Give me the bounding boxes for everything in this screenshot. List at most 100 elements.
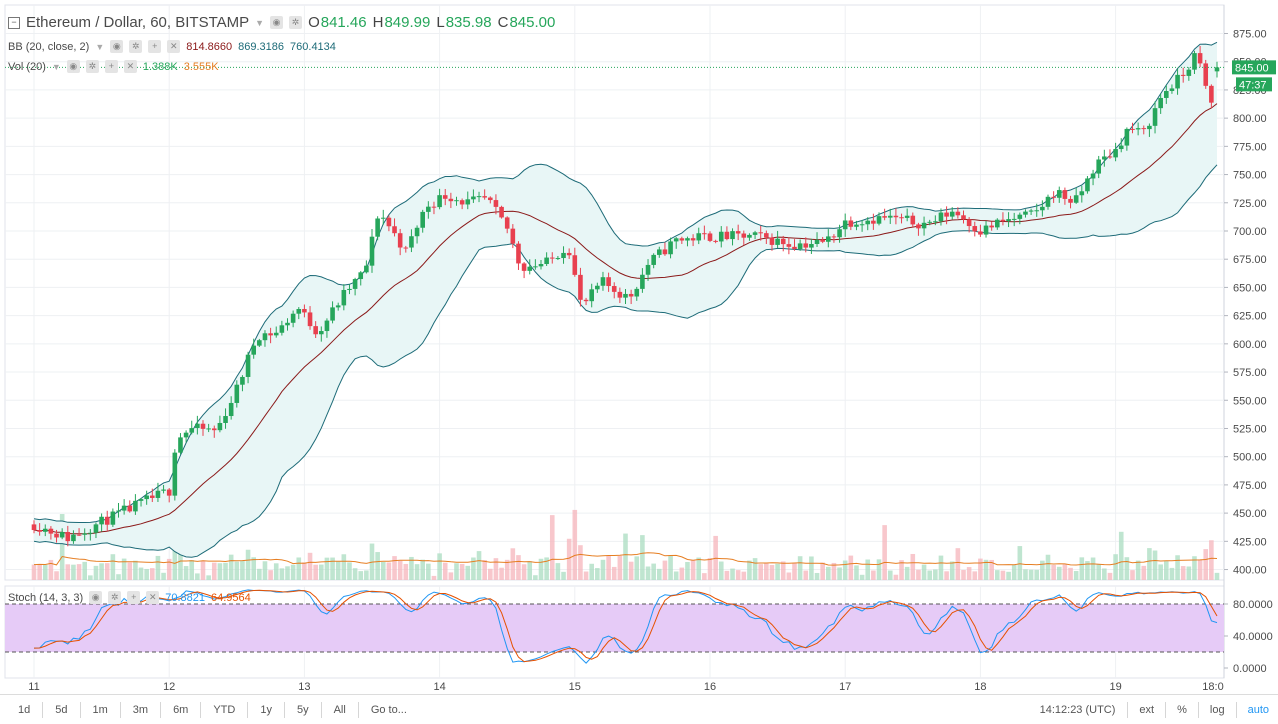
vol-label[interactable]: Vol (20) (8, 60, 46, 73)
percent-button[interactable]: % (1177, 703, 1187, 716)
auto-button[interactable]: auto (1247, 703, 1269, 716)
candle-body (104, 516, 110, 525)
eye-icon[interactable]: ◉ (89, 591, 103, 604)
candle-body (178, 437, 183, 453)
volume-bar (1056, 566, 1062, 580)
bb-lower-line (33, 164, 1218, 558)
volume-bar (82, 561, 87, 580)
gear-icon[interactable]: ✲ (129, 40, 143, 53)
close-icon[interactable]: ✕ (146, 591, 160, 604)
volume-bar (679, 567, 685, 580)
add-icon[interactable]: + (104, 60, 118, 73)
volume-bar (414, 564, 420, 580)
candle-body (380, 217, 386, 219)
volume-bar (702, 573, 707, 580)
price-tick-label: 775.00 (1233, 141, 1267, 153)
volume-bar (380, 561, 386, 580)
candle-body (127, 505, 133, 512)
timeframe-button-1m[interactable]: 1m (92, 703, 108, 716)
gear-icon[interactable]: ✲ (108, 591, 122, 604)
price-tags: 845.00 47:37 (5, 60, 1276, 92)
chevron-down-icon[interactable]: ▼ (95, 41, 105, 52)
volume-bar (71, 564, 76, 580)
candle-body (640, 274, 645, 289)
time-tick-label: 12 (163, 681, 175, 693)
log-button[interactable]: log (1209, 703, 1225, 716)
time-tick-label: 14 (433, 681, 445, 693)
candle-body (166, 489, 172, 496)
stochastic-pane (5, 589, 1224, 664)
candle-body (144, 495, 149, 500)
bb-upper-line (33, 41, 1218, 523)
gear-icon[interactable]: ✲ (289, 16, 303, 29)
volume-bar (313, 564, 318, 580)
volume-bar (780, 561, 786, 580)
chevron-down-icon[interactable]: ▼ (255, 17, 265, 28)
volume-bar (1085, 561, 1090, 580)
stoch-label[interactable]: Stoch (14, 3, 3) (8, 591, 84, 604)
candle-body (1130, 128, 1135, 130)
timeframe-button-all[interactable]: All (333, 703, 346, 716)
candle-body (933, 221, 938, 223)
candle-body (1169, 88, 1175, 92)
bb-label[interactable]: BB (20, close, 2) (8, 40, 90, 53)
candle-body (887, 215, 893, 218)
timeframe-button-5d[interactable]: 5d (55, 703, 68, 716)
volume-bar (493, 558, 499, 580)
candle-body (465, 199, 471, 205)
candle-body (842, 220, 848, 230)
timeframe-button-6m[interactable]: 6m (173, 703, 189, 716)
eye-icon[interactable]: ◉ (110, 40, 124, 53)
timeframe-button-ytd[interactable]: YTD (213, 703, 236, 716)
timeframe-button-1y[interactable]: 1y (260, 703, 272, 716)
volume-bar (330, 557, 335, 580)
add-icon[interactable]: + (148, 40, 162, 53)
volume-bar (442, 562, 448, 580)
candle-body (814, 239, 820, 244)
candle-body (690, 238, 696, 241)
ext-button[interactable]: ext (1139, 703, 1155, 716)
candle-body (972, 226, 978, 232)
eye-icon[interactable]: ◉ (270, 16, 284, 29)
gear-icon[interactable]: ✲ (85, 60, 99, 73)
candle-body (324, 320, 330, 332)
goto-button[interactable]: Go to... (370, 703, 407, 716)
add-icon[interactable]: + (127, 591, 141, 604)
chevron-down-icon[interactable]: ▼ (51, 61, 61, 72)
candle-body (211, 428, 217, 431)
candle-body (99, 516, 104, 525)
stoch-tick-label: 0.0000 (1233, 663, 1267, 675)
stoch-band (5, 604, 1224, 652)
candle-body (595, 285, 600, 290)
last-price-tag-text: 845.00 (1235, 62, 1269, 74)
timeframe-button-5y[interactable]: 5y (296, 703, 309, 716)
candle-body (375, 218, 380, 237)
candle-body (71, 534, 76, 542)
candle-body (995, 219, 1000, 228)
volume-bar (150, 568, 155, 580)
symbol-title[interactable]: Ethereum / Dollar, 60, BITSTAMP (26, 14, 250, 31)
candle-body (279, 325, 285, 333)
volume-bar (426, 563, 431, 580)
volume-bar (1068, 567, 1073, 580)
candle-body (589, 289, 594, 302)
volume-bar (465, 565, 471, 580)
collapse-icon[interactable]: − (8, 16, 20, 29)
close-icon[interactable]: ✕ (167, 40, 181, 53)
candle-body (606, 277, 611, 287)
volume-bar (730, 568, 735, 580)
volume-bar (735, 570, 741, 580)
candle-body (544, 257, 549, 265)
eye-icon[interactable]: ◉ (66, 60, 80, 73)
divider (119, 701, 121, 718)
candle-body (668, 241, 673, 255)
close-icon[interactable]: ✕ (123, 60, 137, 73)
timeframe-button-3m[interactable]: 3m (132, 703, 149, 716)
ohlc-close-label: C (497, 14, 509, 31)
volume-bar (955, 548, 961, 580)
volume-bar (341, 554, 347, 580)
candle-body (42, 528, 48, 532)
timeframe-button-1d[interactable]: 1d (18, 703, 31, 716)
time-tick-label: 19 (1109, 681, 1121, 693)
